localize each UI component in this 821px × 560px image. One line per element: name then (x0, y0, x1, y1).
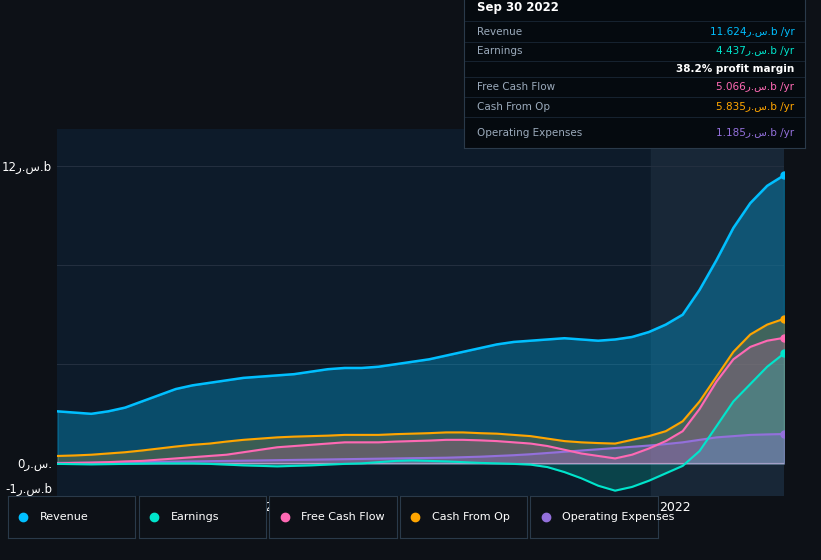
Text: 1.185ر.س.b /yr: 1.185ر.س.b /yr (716, 128, 795, 138)
Text: Cash From Op: Cash From Op (478, 102, 551, 112)
Text: Sep 30 2022: Sep 30 2022 (478, 1, 559, 15)
Text: 38.2% profit margin: 38.2% profit margin (677, 64, 795, 74)
Bar (650, 129, 784, 496)
Text: 5.835ر.س.b /yr: 5.835ر.س.b /yr (716, 102, 795, 112)
Text: Earnings: Earnings (478, 46, 523, 57)
Text: Cash From Op: Cash From Op (432, 512, 510, 521)
Text: 11.624ر.س.b /yr: 11.624ر.س.b /yr (709, 27, 795, 37)
Text: Operating Expenses: Operating Expenses (562, 512, 675, 521)
Text: 4.437ر.س.b /yr: 4.437ر.س.b /yr (716, 46, 795, 57)
Text: Earnings: Earnings (171, 512, 219, 521)
Text: Revenue: Revenue (40, 512, 89, 521)
Text: Revenue: Revenue (478, 27, 523, 37)
Text: Free Cash Flow: Free Cash Flow (301, 512, 385, 521)
Text: Operating Expenses: Operating Expenses (478, 128, 583, 138)
Text: 5.066ر.س.b /yr: 5.066ر.س.b /yr (717, 82, 795, 92)
Text: Free Cash Flow: Free Cash Flow (478, 82, 556, 92)
